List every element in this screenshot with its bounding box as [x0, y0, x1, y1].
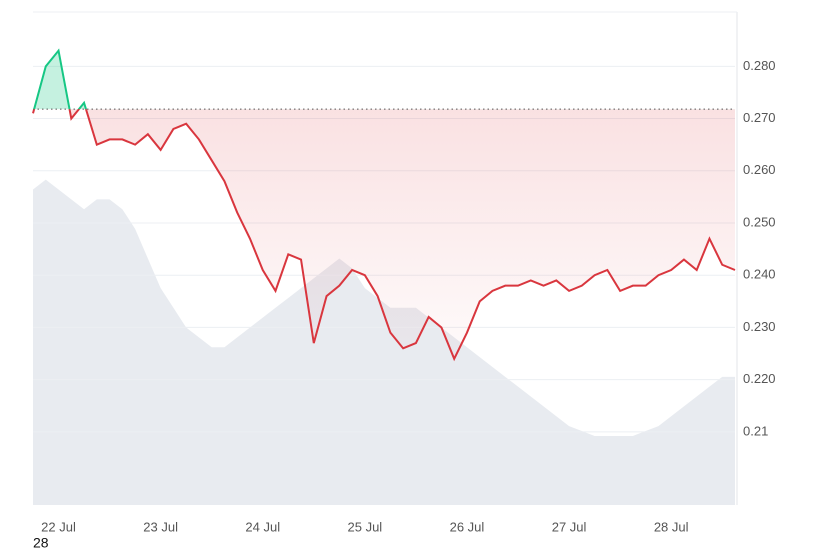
x-tick-label: 27 Jul: [552, 519, 587, 534]
x-tick-label: 23 Jul: [143, 519, 178, 534]
volume-area: [33, 179, 735, 505]
x-tick-label: 25 Jul: [348, 519, 383, 534]
area-below: [33, 109, 735, 359]
y-tick-label: 0.280: [743, 58, 776, 73]
y-tick-label: 0.230: [743, 319, 776, 334]
x-tick-label: 26 Jul: [450, 519, 485, 534]
y-tick-label: 0.220: [743, 371, 776, 386]
y-tick-label: 0.250: [743, 214, 776, 229]
y-tick-label: 0.240: [743, 267, 776, 282]
x-tick-label: 24 Jul: [245, 519, 280, 534]
y-tick-label: 0.260: [743, 162, 776, 177]
y-tick-label: 0.21: [743, 423, 768, 438]
y-tick-label: 0.270: [743, 110, 776, 125]
footer-text: 28: [33, 535, 49, 550]
x-tick-label: 28 Jul: [654, 519, 689, 534]
price-line: [32, 109, 736, 362]
x-tick-label: 22 Jul: [41, 519, 76, 534]
